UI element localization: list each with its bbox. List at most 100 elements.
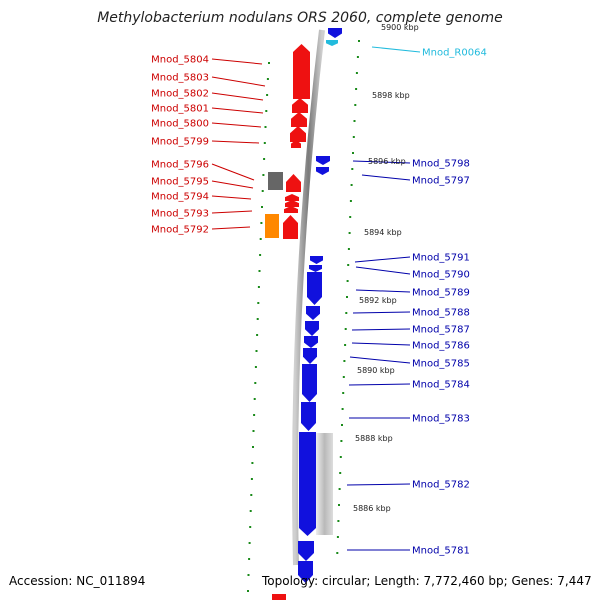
gene-label-left[interactable]: Mnod_5802 xyxy=(151,89,209,100)
label-leader-line xyxy=(346,483,411,486)
inner-ring-dot xyxy=(256,334,259,336)
pseudo-feature-block xyxy=(268,172,283,190)
forward-gene-arrow xyxy=(285,200,299,207)
gene-label-right[interactable]: Mnod_5785 xyxy=(412,359,470,370)
gene-label-right[interactable]: Mnod_5798 xyxy=(412,159,470,170)
inner-ring-dot xyxy=(254,366,257,368)
label-leader-line xyxy=(211,107,264,114)
outer-ring-dot xyxy=(347,264,350,266)
label-leader-line xyxy=(352,160,411,164)
inner-ring-dot xyxy=(253,398,256,400)
gene-label-left[interactable]: Mnod_5803 xyxy=(151,73,209,84)
reverse-gene-arrow xyxy=(307,272,322,305)
map-title: Methylobacterium nodulans ORS 2060, comp… xyxy=(97,10,503,26)
label-leader-line xyxy=(355,266,411,275)
gene-label-left[interactable]: Mnod_5794 xyxy=(151,192,209,203)
inner-ring-dot xyxy=(259,254,262,256)
gene-label-left[interactable]: Mnod_5799 xyxy=(151,137,209,148)
gene-label-right[interactable]: Mnod_5788 xyxy=(412,308,470,319)
inner-ring-dot xyxy=(264,126,267,128)
outer-ring-dot xyxy=(347,248,350,250)
outer-ring-dot xyxy=(354,104,357,106)
inner-ring-dot xyxy=(263,158,266,160)
gene-label-left[interactable]: Mnod_5801 xyxy=(151,104,209,115)
gene-label-right[interactable]: Mnod_5797 xyxy=(412,176,470,187)
outer-ring-dot xyxy=(352,136,355,138)
outer-ring-dot xyxy=(353,120,356,122)
gene-label-right[interactable]: Mnod_5784 xyxy=(412,380,470,391)
inner-ring-dot xyxy=(249,526,252,528)
inner-ring-dot xyxy=(249,510,252,512)
outer-ring-dot xyxy=(339,472,342,474)
gene-label-left[interactable]: Mnod_5800 xyxy=(151,119,209,130)
outer-ring-dot xyxy=(355,72,358,74)
outer-ring-dot xyxy=(352,152,354,154)
reverse-gene-arrow xyxy=(316,167,329,175)
gene-label-right[interactable]: Mnod_5781 xyxy=(412,546,470,557)
inner-ring-dot xyxy=(261,190,264,192)
inner-ring-dot xyxy=(248,558,251,560)
gene-label-right[interactable]: Mnod_R0064 xyxy=(422,48,487,59)
gene-label-right[interactable]: Mnod_5786 xyxy=(412,341,470,352)
reverse-gene-arrow xyxy=(301,402,316,431)
gene-label-right[interactable]: Mnod_5790 xyxy=(412,270,470,281)
position-tick-label: 5896 kbp xyxy=(368,157,406,166)
gene-label-right[interactable]: Mnod_5789 xyxy=(412,288,470,299)
inner-ring-dot xyxy=(248,542,251,544)
label-leader-line xyxy=(211,210,253,214)
outer-ring-dot xyxy=(349,216,352,218)
forward-gene-arrow xyxy=(293,44,310,99)
gene-label-right[interactable]: Mnod_5791 xyxy=(412,253,470,264)
gene-label-right[interactable]: Mnod_5782 xyxy=(412,480,470,491)
position-ticks: 5900 kbp 5898 kbp 5896 kbp 5894 kbp 5892 kbp… xyxy=(353,23,419,513)
gene-features xyxy=(265,28,342,600)
outer-ring-dot xyxy=(356,56,359,58)
accession-text: Accession: NC_011894 xyxy=(9,574,146,588)
outer-ring-dot xyxy=(350,184,353,186)
inner-ring-dot xyxy=(266,94,269,96)
reverse-gene-arrow xyxy=(303,348,317,364)
outer-ring-dot xyxy=(344,328,347,330)
outer-ring-dot xyxy=(341,408,344,410)
label-leader-line xyxy=(211,195,252,200)
gene-label-right[interactable]: Mnod_5783 xyxy=(412,414,470,425)
inner-ring-dot xyxy=(262,174,265,176)
inner-ring-dot xyxy=(252,430,255,432)
label-leader-line xyxy=(352,311,411,314)
label-leaders xyxy=(211,46,421,551)
reverse-gene-arrow xyxy=(309,265,322,272)
genome-backbone xyxy=(292,29,325,566)
inner-ring-dot xyxy=(268,62,270,64)
inner-ring-dot xyxy=(257,302,260,304)
label-leader-line xyxy=(351,328,411,331)
inner-ring-dot xyxy=(255,350,258,352)
reverse-gene-arrow xyxy=(310,256,323,264)
misc-feature-block xyxy=(265,214,279,238)
inner-ring-dot xyxy=(259,238,262,240)
position-tick-label: 5900 kbp xyxy=(381,23,419,32)
gene-label-left[interactable]: Mnod_5795 xyxy=(151,177,209,188)
label-leader-line xyxy=(211,180,254,189)
inner-ring-dot xyxy=(265,110,268,112)
outer-ring-dot xyxy=(348,232,351,234)
position-tick-label: 5886 kbp xyxy=(353,504,391,513)
gene-label-left[interactable]: Mnod_5792 xyxy=(151,225,209,236)
forward-gene-arrow xyxy=(285,194,299,201)
outer-ring-dot xyxy=(343,360,346,362)
topology-text: Topology: circular; Length: 7,772,460 bp… xyxy=(262,574,592,588)
gene-label-left[interactable]: Mnod_5796 xyxy=(151,160,209,171)
outer-ring-dot xyxy=(339,456,342,458)
gene-label-left[interactable]: Mnod_5804 xyxy=(151,55,209,66)
gene-label-right[interactable]: Mnod_5787 xyxy=(412,325,470,336)
forward-gene-arrow xyxy=(283,215,298,239)
pseudo-gene-block xyxy=(316,433,333,535)
label-leader-line xyxy=(349,356,411,364)
inner-ring-dot xyxy=(256,318,259,320)
dotted-rings xyxy=(247,40,360,592)
label-leader-line xyxy=(211,226,251,230)
outer-ring-dot xyxy=(336,536,339,538)
outer-ring-dot xyxy=(349,200,352,202)
gene-label-left[interactable]: Mnod_5793 xyxy=(151,209,209,220)
